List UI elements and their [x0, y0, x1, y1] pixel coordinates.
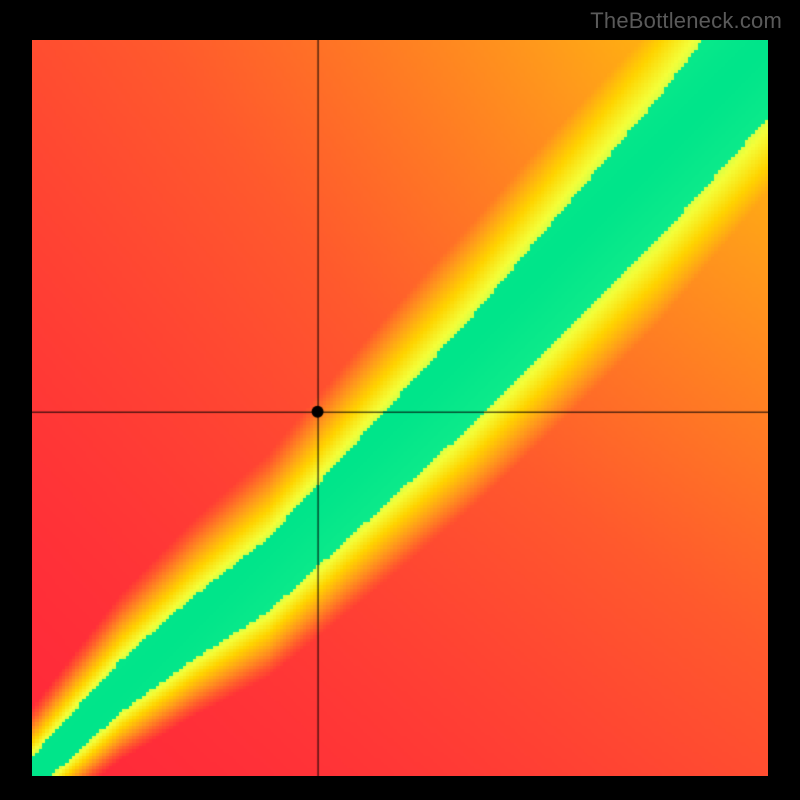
heatmap-canvas [32, 40, 768, 776]
watermark-text: TheBottleneck.com [590, 8, 782, 34]
plot-area [32, 40, 768, 776]
chart-container: TheBottleneck.com [0, 0, 800, 800]
